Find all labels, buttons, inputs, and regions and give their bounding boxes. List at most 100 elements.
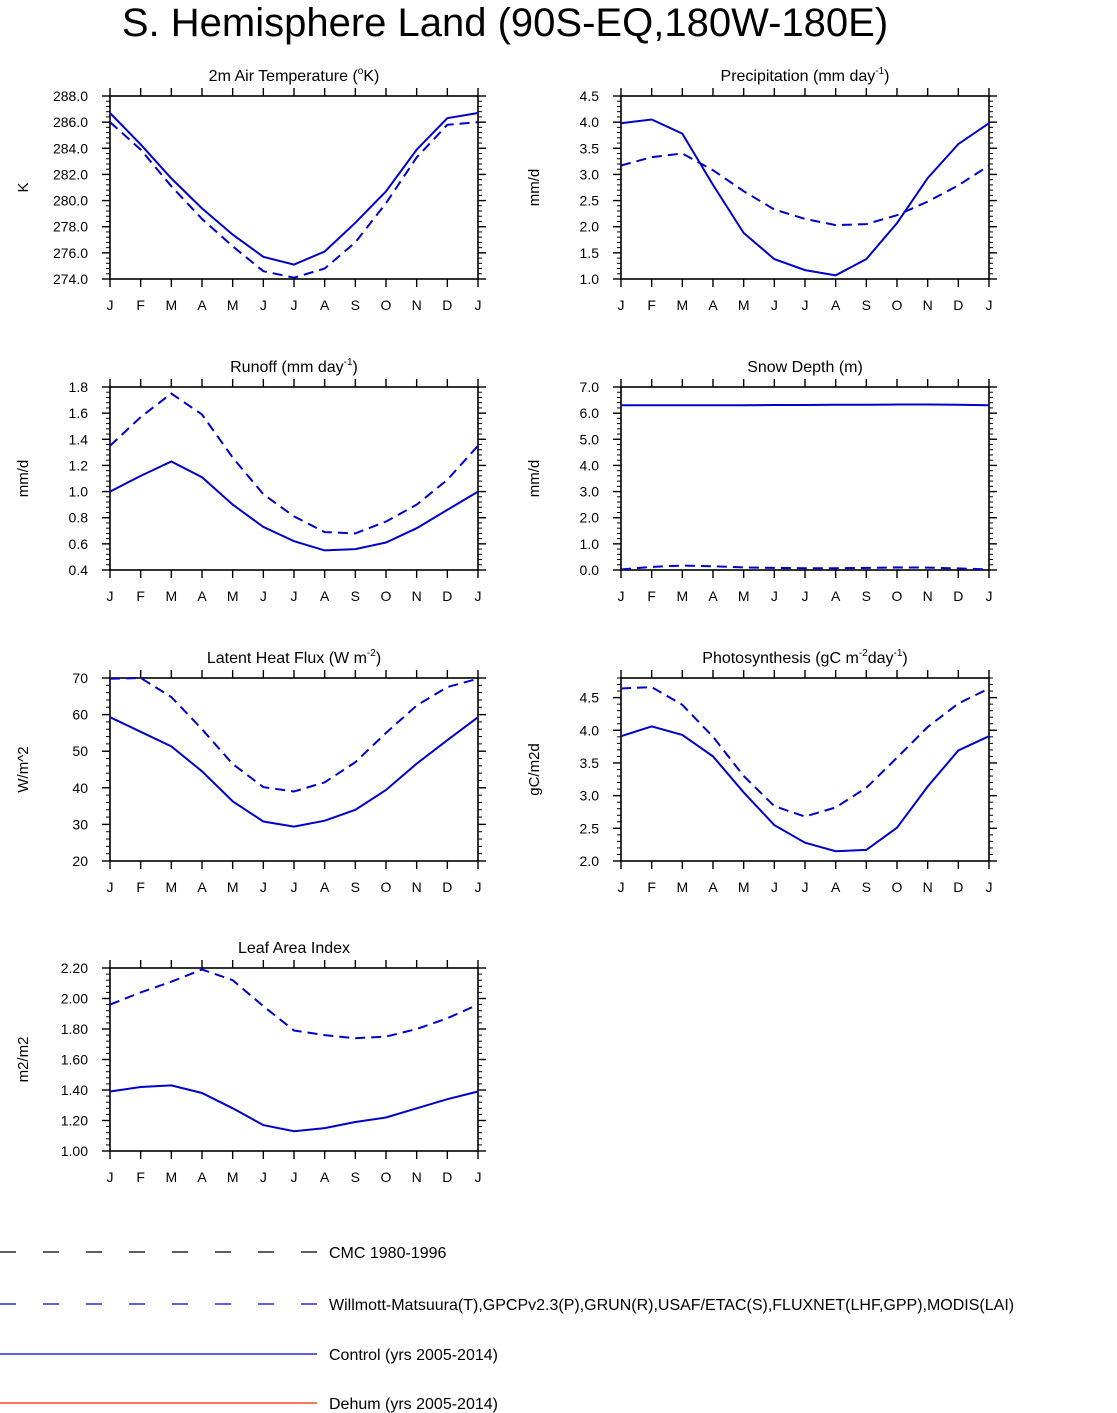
legend-label: Dehum (yrs 2005-2014)	[329, 1396, 498, 1413]
x-tick-label: N	[923, 879, 933, 895]
x-tick-label: M	[227, 588, 239, 604]
series-line-control	[621, 403, 990, 407]
x-tick-label: A	[708, 588, 718, 604]
title-superscript: -1	[344, 357, 353, 368]
y-tick-label: 278.0	[53, 219, 88, 235]
x-tick-label: J	[475, 588, 482, 604]
x-tick-label: J	[291, 1169, 298, 1185]
x-tick-label: N	[412, 879, 422, 895]
y-tick-label: 4.5	[580, 88, 600, 104]
y-tick-label: 2.0	[580, 853, 600, 869]
x-tick-label: D	[953, 588, 963, 604]
y-tick-label: 20	[72, 853, 88, 869]
x-tick-label: S	[351, 297, 360, 313]
y-tick-label: 0.8	[69, 510, 89, 526]
y-tick-label: 282.0	[53, 166, 88, 182]
x-tick-label: D	[953, 879, 963, 895]
y-axis-label: gC/m2d	[526, 743, 543, 796]
y-tick-label: 1.4	[69, 431, 89, 447]
title-text: Runoff (mm day	[230, 359, 344, 376]
x-tick-label: A	[320, 297, 330, 313]
series-line-control	[620, 118, 990, 277]
series-line-observed	[109, 676, 479, 793]
x-tick-label: S	[862, 879, 871, 895]
plot-frame	[620, 386, 990, 571]
series-line-observed	[109, 121, 479, 279]
y-tick-label: 4.0	[580, 457, 600, 473]
plot-frame	[620, 95, 990, 280]
x-tick-label: O	[892, 297, 903, 313]
y-axis-label: mm/d	[15, 460, 32, 498]
series-line-control	[109, 716, 479, 828]
title-text: day	[868, 650, 894, 667]
y-tick-label: 4.0	[580, 114, 600, 130]
x-tick-label: M	[165, 1169, 177, 1185]
y-tick-label: 3.0	[580, 484, 600, 500]
y-tick-label: 1.80	[61, 1021, 88, 1037]
x-tick-label: M	[227, 879, 239, 895]
panel-title: Latent Heat Flux (W m-2)	[207, 648, 381, 667]
x-tick-label: M	[738, 297, 750, 313]
legend-label: CMC 1980-1996	[329, 1245, 447, 1262]
title-text: Precipitation (mm day	[721, 68, 876, 85]
x-tick-label: N	[923, 297, 933, 313]
x-tick-label: J	[986, 588, 993, 604]
title-superscript: -1	[875, 66, 884, 77]
title-text: Snow Depth (m)	[747, 359, 863, 376]
x-tick-label: J	[771, 879, 778, 895]
y-tick-label: 1.2	[69, 457, 89, 473]
figure-title: S. Hemisphere Land (90S-EQ,180W-180E)	[121, 1, 889, 45]
x-tick-label: J	[986, 297, 993, 313]
x-tick-label: F	[136, 1169, 145, 1185]
chart-panel-3: Runoff (mm day-1) 0.4 0.6 0.8 1.0 1.2 1.4 1.6 1.…	[15, 357, 486, 604]
title-text: Leaf Area Index	[238, 940, 350, 957]
series-line-control	[109, 460, 479, 552]
x-tick-label: F	[136, 588, 145, 604]
chart-panel-7: Leaf Area Index 1.00 1.20 1.40 1.60 1.80 2.00 2…	[15, 940, 486, 1185]
x-tick-label: O	[892, 879, 903, 895]
x-tick-label: J	[771, 588, 778, 604]
x-tick-label: A	[320, 1169, 330, 1185]
chart-panel-5: Latent Heat Flux (W m-2) 20 30 40 50 60 70 J F M A…	[15, 648, 486, 895]
x-tick-label: J	[107, 1169, 114, 1185]
x-tick-label: J	[986, 879, 993, 895]
panel-title: Photosynthesis (gC m-2day-1)	[702, 648, 907, 667]
x-tick-label: J	[291, 297, 298, 313]
y-tick-label: 1.00	[61, 1143, 88, 1159]
y-tick-label: 3.5	[580, 755, 600, 771]
title-text: )	[902, 650, 907, 667]
y-axis-label: mm/d	[526, 169, 543, 207]
chart-panel-4: Snow Depth (m) 0.0 1.0 2.0 3.0 4.0 5.0 6.0 7.0 J F…	[526, 359, 997, 604]
x-tick-label: O	[381, 1169, 392, 1185]
y-tick-label: 50	[72, 743, 88, 759]
panel-title: Precipitation (mm day-1)	[721, 66, 890, 85]
x-tick-label: F	[136, 297, 145, 313]
x-tick-label: A	[320, 879, 330, 895]
x-tick-label: S	[351, 1169, 360, 1185]
x-tick-label: J	[260, 879, 267, 895]
y-tick-label: 1.60	[61, 1052, 88, 1068]
y-tick-label: 276.0	[53, 245, 88, 261]
x-tick-label: A	[197, 879, 207, 895]
y-tick-label: 1.0	[69, 484, 89, 500]
x-tick-label: J	[107, 297, 114, 313]
y-tick-label: 3.0	[580, 166, 600, 182]
y-tick-label: 2.5	[580, 193, 600, 209]
x-tick-label: O	[381, 588, 392, 604]
title-text: 2m Air Temperature (	[209, 68, 359, 85]
plot-frame	[109, 677, 479, 862]
y-tick-label: 0.4	[69, 562, 89, 578]
x-tick-label: D	[442, 588, 452, 604]
x-tick-label: J	[618, 879, 625, 895]
x-tick-label: A	[831, 297, 841, 313]
y-tick-label: 3.5	[580, 140, 600, 156]
plot-frame	[620, 677, 990, 862]
y-tick-label: 4.5	[580, 690, 600, 706]
title-text: )	[376, 650, 381, 667]
plot-frame	[109, 95, 479, 280]
y-tick-label: 1.0	[580, 271, 600, 287]
x-tick-label: F	[647, 297, 656, 313]
x-tick-label: F	[647, 588, 656, 604]
x-tick-label: S	[351, 879, 360, 895]
y-tick-label: 2.00	[61, 991, 88, 1007]
